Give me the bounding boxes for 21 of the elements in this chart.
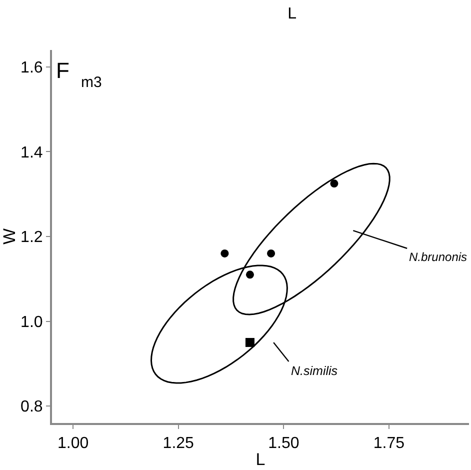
y-tick-label: 1.2	[20, 229, 43, 246]
point	[267, 249, 276, 258]
point	[246, 270, 254, 279]
x-tick-label: 1.75	[373, 435, 405, 452]
annotation: m3	[81, 74, 102, 91]
y-tick-label: 1.0	[20, 314, 43, 331]
chart-title: L	[288, 5, 297, 22]
annotation: F	[56, 58, 70, 83]
x-tick-label: 1.25	[162, 435, 194, 452]
y-tick-label: 1.4	[20, 144, 43, 162]
y-tick-label: 0.8	[20, 398, 43, 416]
annotation: N.similis	[291, 364, 338, 378]
point	[245, 338, 254, 347]
annotation: N.brunonis	[409, 250, 468, 264]
x-tick-label: 1.50	[268, 435, 300, 452]
point	[330, 180, 338, 188]
y-axis-title: W	[0, 228, 19, 245]
y-tick-label: 1.6	[20, 60, 43, 77]
point	[220, 249, 229, 258]
x-tick-label: 1.00	[57, 435, 89, 452]
x-axis-title: L	[256, 450, 266, 470]
